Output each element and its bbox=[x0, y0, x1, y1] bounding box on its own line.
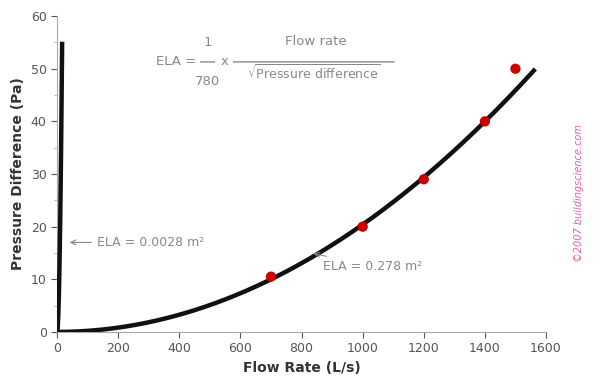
Point bbox=[480, 118, 490, 124]
Y-axis label: Pressure Difference (Pa): Pressure Difference (Pa) bbox=[11, 78, 25, 271]
Point bbox=[511, 66, 520, 72]
Point bbox=[266, 274, 276, 280]
Text: Flow rate: Flow rate bbox=[286, 36, 347, 48]
Text: 780: 780 bbox=[195, 74, 220, 88]
X-axis label: Flow Rate (L/s): Flow Rate (L/s) bbox=[242, 361, 361, 375]
Text: ELA = 0.278 m²: ELA = 0.278 m² bbox=[314, 252, 422, 273]
Text: ELA =: ELA = bbox=[157, 56, 196, 68]
Text: $\sqrt{\mathregular{Pressure\ difference}}$: $\sqrt{\mathregular{Pressure\ difference… bbox=[247, 63, 381, 82]
Text: ©2007 buildingscience.com: ©2007 buildingscience.com bbox=[574, 124, 584, 262]
Text: ELA = 0.0028 m²: ELA = 0.0028 m² bbox=[71, 236, 204, 249]
Point bbox=[358, 223, 367, 230]
Point bbox=[419, 176, 428, 182]
Text: x: x bbox=[220, 56, 228, 68]
Text: 1: 1 bbox=[203, 36, 212, 49]
